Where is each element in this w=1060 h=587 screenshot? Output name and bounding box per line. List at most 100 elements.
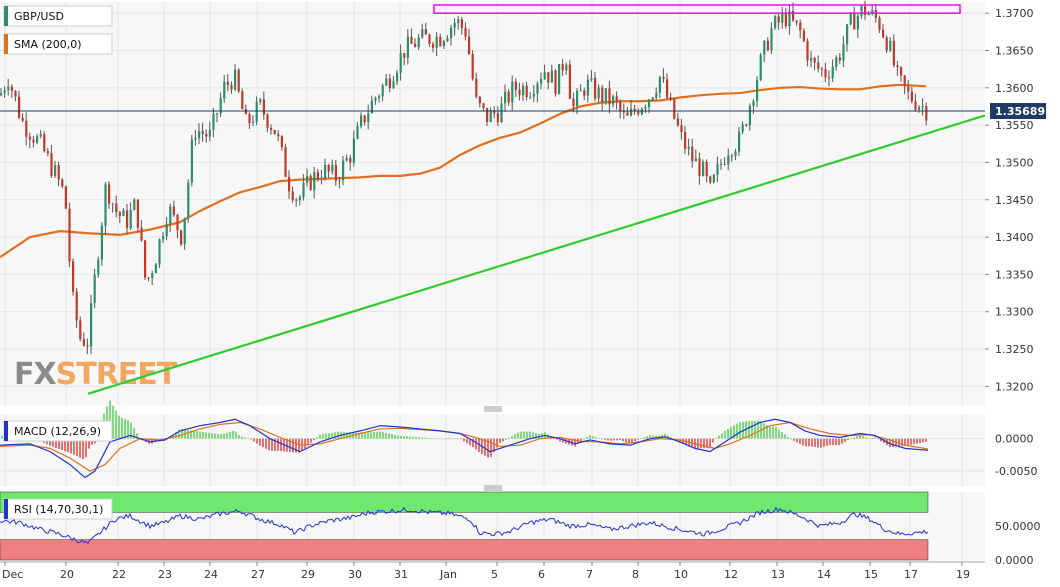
candle-body bbox=[860, 6, 863, 16]
candle-body bbox=[615, 96, 618, 103]
macd-histogram-bar bbox=[421, 437, 423, 439]
x-tick-label: 15 bbox=[864, 568, 878, 581]
candle-body bbox=[50, 153, 53, 176]
candle-body bbox=[741, 124, 744, 132]
candle-body bbox=[536, 83, 539, 94]
macd-histogram-bar bbox=[247, 438, 249, 439]
candle-body bbox=[820, 68, 823, 70]
candle-body bbox=[288, 176, 291, 192]
macd-histogram-bar bbox=[289, 438, 291, 452]
macd-histogram-bar bbox=[82, 438, 84, 460]
candle-body bbox=[712, 174, 715, 183]
candle-body bbox=[352, 138, 355, 163]
candle-body bbox=[136, 199, 139, 228]
candle-body bbox=[669, 97, 672, 99]
candle-body bbox=[586, 79, 589, 96]
macd-histogram-bar bbox=[199, 431, 201, 439]
candle-body bbox=[604, 88, 607, 103]
macd-histogram-bar bbox=[634, 438, 636, 442]
candle-body bbox=[493, 110, 496, 114]
candle-body bbox=[777, 16, 780, 23]
candle-body bbox=[68, 208, 71, 262]
price-y-tick-label: 1.3450 bbox=[995, 194, 1034, 207]
candle-body bbox=[522, 85, 525, 96]
macd-histogram-bar bbox=[61, 438, 63, 451]
watermark-fx: FX bbox=[14, 357, 56, 392]
macd-histogram-bar bbox=[454, 438, 456, 440]
x-tick-label: 12 bbox=[724, 568, 738, 581]
candle-body bbox=[763, 40, 766, 55]
candle-body bbox=[583, 90, 586, 96]
candle-body bbox=[626, 112, 629, 116]
candle-body bbox=[342, 160, 345, 181]
macd-y-tick-label: -0.0050 bbox=[995, 465, 1037, 478]
macd-histogram-bar bbox=[733, 425, 735, 439]
candle-body bbox=[504, 91, 507, 104]
candle-body bbox=[370, 100, 373, 114]
candle-body bbox=[223, 81, 226, 99]
macd-histogram-bar bbox=[784, 434, 786, 439]
macd-histogram-bar bbox=[175, 432, 177, 439]
macd-histogram-bar bbox=[622, 438, 624, 442]
macd-histogram-bar bbox=[493, 438, 495, 453]
macd-histogram-bar bbox=[814, 438, 816, 448]
price-y-tick-label: 1.3550 bbox=[995, 119, 1034, 132]
macd-histogram-bar bbox=[364, 432, 366, 439]
candle-body bbox=[468, 36, 471, 55]
candle-body bbox=[691, 146, 694, 162]
candle-body bbox=[165, 223, 168, 237]
macd-histogram-bar bbox=[427, 437, 429, 439]
candle-body bbox=[806, 40, 809, 61]
candle-body bbox=[237, 69, 240, 92]
macd-histogram-bar bbox=[748, 420, 750, 439]
candle-body bbox=[126, 210, 129, 229]
macd-histogram-bar bbox=[607, 438, 609, 441]
candle-body bbox=[406, 36, 409, 58]
macd-histogram-bar bbox=[382, 432, 384, 439]
macd-histogram-bar bbox=[310, 438, 312, 443]
candle-body bbox=[684, 131, 687, 149]
candle-body bbox=[662, 76, 665, 80]
macd-histogram-bar bbox=[871, 438, 873, 439]
candle-body bbox=[86, 345, 89, 347]
macd-histogram-bar bbox=[118, 415, 120, 439]
macd-histogram-bar bbox=[496, 438, 498, 448]
macd-histogram-bar bbox=[418, 437, 420, 439]
macd-histogram-bar bbox=[91, 438, 93, 445]
macd-histogram-bar bbox=[379, 431, 381, 439]
price-y-tick-label: 1.3350 bbox=[995, 268, 1034, 281]
macd-histogram-bar bbox=[457, 438, 459, 440]
candle-body bbox=[514, 81, 517, 90]
macd-histogram-bar bbox=[604, 438, 606, 440]
macd-histogram-bar bbox=[367, 432, 369, 439]
candle-body bbox=[608, 88, 611, 105]
candle-body bbox=[730, 155, 733, 157]
candle-body bbox=[338, 180, 341, 182]
x-tick-label: 23 bbox=[158, 568, 172, 581]
macd-histogram-bar bbox=[919, 438, 921, 444]
macd-histogram-bar bbox=[448, 438, 450, 440]
candle-body bbox=[316, 172, 319, 179]
sma-200-line bbox=[0, 83, 927, 259]
macd-histogram-bar bbox=[862, 436, 864, 439]
price-y-tick-label: 1.3250 bbox=[995, 343, 1034, 356]
candle-body bbox=[25, 120, 28, 137]
candle-body bbox=[561, 63, 564, 71]
candle-body bbox=[180, 230, 183, 245]
macd-histogram-bar bbox=[904, 438, 906, 446]
x-tick-label: 17 bbox=[904, 568, 918, 581]
candle-body bbox=[435, 36, 438, 48]
macd-histogram-bar bbox=[853, 437, 855, 439]
macd-histogram-bar bbox=[757, 420, 759, 439]
macd-histogram-bar bbox=[775, 427, 777, 439]
macd-histogram-bar bbox=[115, 410, 117, 439]
candle-body bbox=[471, 54, 474, 79]
price-y-tick-label: 1.3600 bbox=[995, 82, 1034, 95]
macd-histogram-bar bbox=[316, 437, 318, 439]
candle-body bbox=[244, 109, 247, 115]
rsi-overbought-zone bbox=[0, 491, 929, 513]
x-tick-label: 31 bbox=[394, 568, 408, 581]
candle-body bbox=[151, 273, 154, 279]
macd-histogram-bar bbox=[196, 431, 198, 439]
candle-body bbox=[738, 131, 741, 152]
